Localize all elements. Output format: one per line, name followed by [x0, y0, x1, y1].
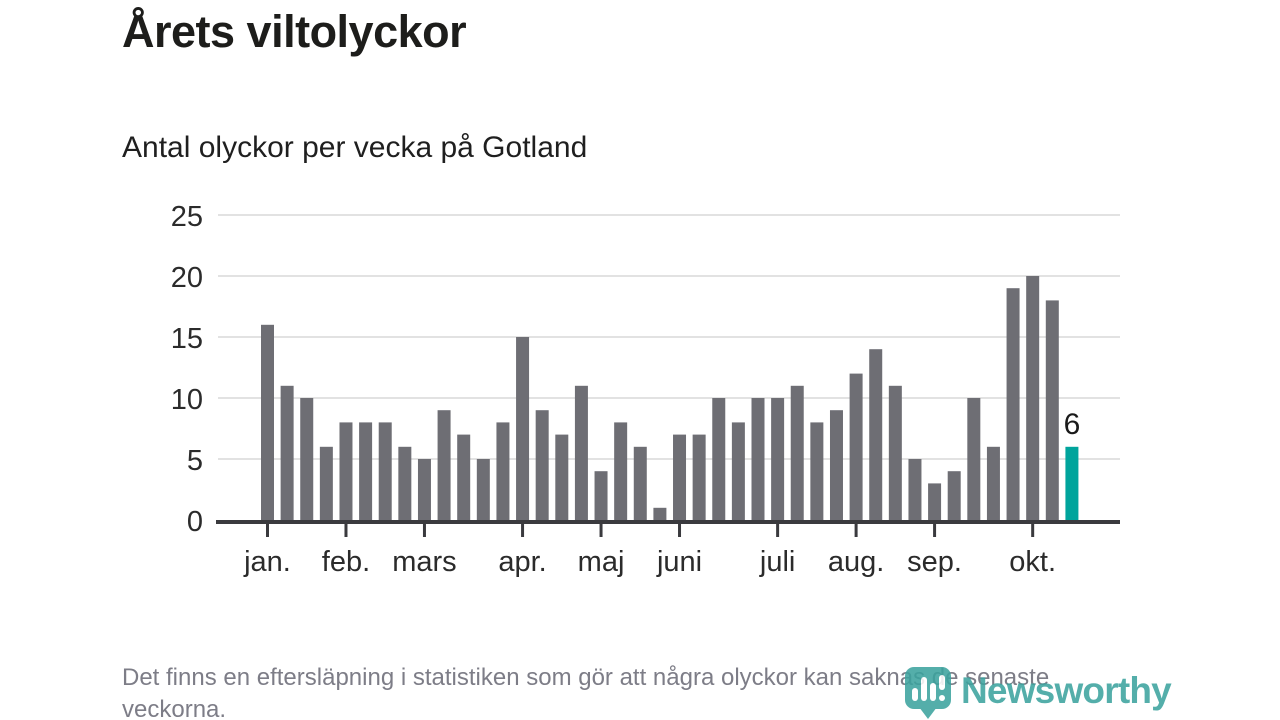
bar-week-40 [1026, 276, 1040, 520]
y-axis-label-20: 20 [171, 262, 203, 294]
bar-highlighted-week-42 [1065, 446, 1079, 520]
bar-week-33 [888, 385, 902, 520]
y-axis-label-0: 0 [187, 506, 203, 538]
bar-week-24 [712, 398, 726, 520]
x-axis-label-jan.: jan. [243, 546, 291, 578]
bar-week-41 [1045, 300, 1059, 520]
x-axis-label-feb.: feb. [322, 546, 370, 578]
bar-week-27 [771, 398, 785, 520]
bar-week-29 [810, 422, 824, 520]
y-axis-label-25: 25 [171, 201, 203, 233]
chart-footnote: Det finns en eftersläpning i statistiken… [122, 664, 1050, 720]
bar-week-21 [653, 507, 667, 520]
x-axis-label-apr.: apr. [498, 546, 546, 578]
page-title: Årets viltolyckor [122, 6, 467, 57]
x-axis-label-aug.: aug. [828, 546, 884, 578]
bar-week-26 [751, 398, 765, 520]
bar-week-12 [476, 459, 490, 520]
bar-week-17 [574, 385, 588, 520]
newsworthy-logo: Newsworthy [903, 666, 1172, 720]
bar-week-14 [516, 337, 530, 520]
bar-week-32 [869, 349, 883, 520]
highlight-value-label: 6 [1064, 408, 1081, 441]
bar-week-3 [300, 398, 314, 520]
bar-week-2 [280, 385, 294, 520]
bar-week-6 [359, 422, 373, 520]
x-axis-label-okt.: okt. [1009, 546, 1056, 578]
bar-week-35 [928, 483, 942, 520]
x-axis-label-maj: maj [578, 546, 625, 578]
chart-subtitle: Antal olyckor per vecka på Gotland [122, 131, 588, 164]
bar-week-18 [594, 471, 608, 520]
bar-week-1 [261, 324, 274, 520]
x-axis-label-sep.: sep. [907, 546, 962, 578]
bar-week-36 [947, 471, 961, 520]
bar-week-20 [633, 446, 647, 520]
bar-week-8 [398, 446, 412, 520]
bar-week-28 [790, 385, 804, 520]
bar-week-34 [908, 459, 922, 520]
newsworthy-logo-text: Newsworthy [961, 670, 1172, 711]
bar-week-23 [692, 434, 706, 520]
bar-week-10 [437, 410, 451, 520]
x-axis-label-juli: juli [759, 546, 795, 578]
bar-week-9 [417, 459, 431, 520]
bar-chart-svg: 0 5 10 15 20 25 jan. feb. mars apr. maj juni juli aug… [171, 201, 1120, 578]
bar-week-19 [614, 422, 628, 520]
bar-week-15 [535, 410, 549, 520]
bar-week-13 [496, 422, 510, 520]
bar-week-30 [829, 410, 843, 520]
y-axis-label-5: 5 [187, 445, 203, 477]
bar-week-39 [1006, 288, 1020, 520]
bar-week-11 [457, 434, 471, 520]
bar-week-7 [378, 422, 392, 520]
newsworthy-logo-icon [905, 667, 951, 719]
bar-chart: 0 5 10 15 20 25 jan. feb. mars apr. maj juni juli aug… [0, 190, 1280, 600]
bar-week-5 [339, 422, 353, 520]
x-axis-label-mars: mars [392, 546, 456, 578]
bar-week-4 [319, 446, 333, 520]
bar-week-16 [555, 434, 569, 520]
x-axis-label-juni: juni [656, 546, 702, 578]
y-axis-label-15: 15 [171, 323, 203, 355]
bar-week-25 [731, 422, 745, 520]
bar-week-22 [673, 434, 687, 520]
y-axis-label-10: 10 [171, 384, 203, 416]
bar-week-31 [849, 373, 863, 520]
bar-week-37 [967, 398, 981, 520]
bar-week-38 [986, 446, 1000, 520]
